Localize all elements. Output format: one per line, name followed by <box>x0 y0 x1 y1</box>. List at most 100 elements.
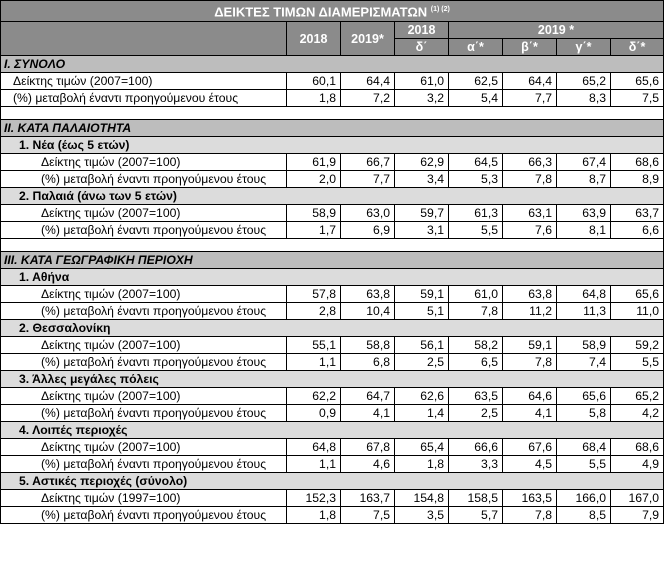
value-cell: 60,1 <box>286 72 341 90</box>
value-cell: 6,8 <box>340 353 395 371</box>
value-cell: 152,3 <box>286 489 341 507</box>
value-cell: 4,5 <box>502 455 557 473</box>
value-cell: 64,4 <box>340 72 395 90</box>
row-label: (%) μεταβολή έναντι προηγούμενου έτους <box>0 353 287 371</box>
value-cell: 64,6 <box>502 387 557 405</box>
spacer-cell <box>286 106 341 120</box>
value-cell: 63,8 <box>502 285 557 303</box>
value-cell: 57,8 <box>286 285 341 303</box>
group-header-row: 1. Αθήνα <box>0 268 665 286</box>
table-row: Δείκτης τιμών (1997=100) 152,3 163,7 154,8 1… <box>0 489 665 507</box>
group-header-row: 1. Νέα (έως 5 ετών) <box>0 136 665 154</box>
row-label: (%) μεταβολή έναντι προηγούμενου έτους <box>0 170 287 188</box>
value-cell: 63,7 <box>609 204 665 222</box>
table-title-row: ΔΕΙΚΤΕΣ ΤΙΜΩΝ ΔΙΑΜΕΡΙΣΜΑΤΩΝ (1) (2) <box>0 0 665 22</box>
value-cell: 5,4 <box>448 89 503 107</box>
value-cell: 5,5 <box>448 221 503 239</box>
value-cell: 64,4 <box>502 72 557 90</box>
group-header-row: 4. Λοιπές περιοχές <box>0 421 665 439</box>
value-cell: 65,2 <box>556 72 611 90</box>
spacer-cell <box>448 238 503 252</box>
spacer-cell <box>394 238 449 252</box>
value-cell: 65,2 <box>609 387 665 405</box>
value-cell: 5,1 <box>394 302 449 320</box>
table-title-text: ΔΕΙΚΤΕΣ ΤΙΜΩΝ ΔΙΑΜΕΡΙΣΜΑΤΩΝ <box>214 4 428 20</box>
spacer-cell <box>502 106 557 120</box>
value-cell: 163,5 <box>502 489 557 507</box>
value-cell: 167,0 <box>609 489 665 507</box>
value-cell: 64,8 <box>556 285 611 303</box>
group-title: 1. Νέα (έως 5 ετών) <box>0 136 665 154</box>
value-cell: 10,4 <box>340 302 395 320</box>
value-cell: 11,3 <box>556 302 611 320</box>
value-cell: 58,9 <box>556 336 611 354</box>
table-title: ΔΕΙΚΤΕΣ ΤΙΜΩΝ ΔΙΑΜΕΡΙΣΜΑΤΩΝ (1) (2) <box>0 0 665 22</box>
row-label: (%) μεταβολή έναντι προηγούμενου έτους <box>0 89 287 107</box>
table-row: (%) μεταβολή έναντι προηγούμενου έτους 1,… <box>0 89 665 107</box>
header-group-2019: 2019 * <box>447 21 665 39</box>
spacer-cell <box>610 238 665 252</box>
header-row-1: 2018 2019* 2018 2019 * <box>0 21 665 56</box>
value-cell: 63,5 <box>448 387 503 405</box>
header-quarter-2019-q2: β΄* <box>502 38 557 56</box>
section-title: II. ΚΑΤΑ ΠΑΛΑΙΟΤΗΤΑ <box>0 119 665 137</box>
value-cell: 5,3 <box>448 170 503 188</box>
table-row: Δείκτης τιμών (2007=100) 64,8 67,8 65,4 66,6… <box>0 438 665 456</box>
row-label: (%) μεταβολή έναντι προηγούμενου έτους <box>0 404 287 422</box>
value-cell: 8,7 <box>556 170 611 188</box>
value-cell: 11,0 <box>609 302 665 320</box>
value-cell: 2,0 <box>286 170 341 188</box>
spacer-cell <box>394 106 449 120</box>
value-cell: 58,9 <box>286 204 341 222</box>
section-spacer <box>0 106 665 120</box>
value-cell: 4,2 <box>609 404 665 422</box>
value-cell: 7,5 <box>340 506 395 524</box>
table-row: Δείκτης τιμών (2007=100) 62,2 64,7 62,6 63,5… <box>0 387 665 405</box>
table-title-notes: (1) (2) <box>430 5 450 13</box>
value-cell: 8,1 <box>556 221 611 239</box>
table-row: (%) μεταβολή έναντι προηγούμενου έτους 1,… <box>0 353 665 371</box>
value-cell: 66,6 <box>448 438 503 456</box>
table-row: Δείκτης τιμών (2007=100) 61,9 66,7 62,9 64,5… <box>0 153 665 171</box>
value-cell: 7,8 <box>502 170 557 188</box>
value-cell: 58,2 <box>448 336 503 354</box>
group-header-row: 2. Παλαιά (άνω των 5 ετών) <box>0 187 665 205</box>
row-label: (%) μεταβολή έναντι προηγούμενου έτους <box>0 302 287 320</box>
value-cell: 1,8 <box>286 89 341 107</box>
value-cell: 61,3 <box>448 204 503 222</box>
value-cell: 8,3 <box>556 89 611 107</box>
table-row: (%) μεταβολή έναντι προηγούμενου έτους 1,… <box>0 455 665 473</box>
value-cell: 64,7 <box>340 387 395 405</box>
group-title: 2. Θεσσαλονίκη <box>0 319 665 337</box>
section-title: III. ΚΑΤΑ ΓΕΩΓΡΑΦΙΚΗ ΠΕΡΙΟΧΗ <box>0 251 665 269</box>
group-header-row: 2. Θεσσαλονίκη <box>0 319 665 337</box>
value-cell: 8,9 <box>609 170 665 188</box>
value-cell: 3,4 <box>394 170 449 188</box>
value-cell: 63,8 <box>340 285 395 303</box>
value-cell: 4,6 <box>340 455 395 473</box>
value-cell: 63,9 <box>556 204 611 222</box>
value-cell: 166,0 <box>556 489 611 507</box>
value-cell: 62,6 <box>394 387 449 405</box>
value-cell: 61,0 <box>448 285 503 303</box>
value-cell: 68,6 <box>609 153 665 171</box>
header-col-2019: 2019* <box>340 21 395 56</box>
group-title: 3. Άλλες μεγάλες πόλεις <box>0 370 665 388</box>
spacer-cell <box>556 238 611 252</box>
value-cell: 65,6 <box>609 285 665 303</box>
value-cell: 7,9 <box>609 506 665 524</box>
section-spacer <box>0 238 665 252</box>
value-cell: 3,1 <box>394 221 449 239</box>
value-cell: 5,8 <box>556 404 611 422</box>
value-cell: 5,7 <box>448 506 503 524</box>
value-cell: 63,1 <box>502 204 557 222</box>
spacer-cell <box>340 238 395 252</box>
value-cell: 67,8 <box>340 438 395 456</box>
table-row: Δείκτης τιμών (2007=100) 60,1 64,4 61,0 62,5… <box>0 72 665 90</box>
section-header-row: II. ΚΑΤΑ ΠΑΛΑΙΟΤΗΤΑ <box>0 119 665 137</box>
value-cell: 3,3 <box>448 455 503 473</box>
value-cell: 1,1 <box>286 353 341 371</box>
row-label: Δείκτης τιμών (1997=100) <box>0 489 287 507</box>
value-cell: 7,8 <box>502 506 557 524</box>
group-title: 5. Αστικές περιοχές (σύνολο) <box>0 472 665 490</box>
